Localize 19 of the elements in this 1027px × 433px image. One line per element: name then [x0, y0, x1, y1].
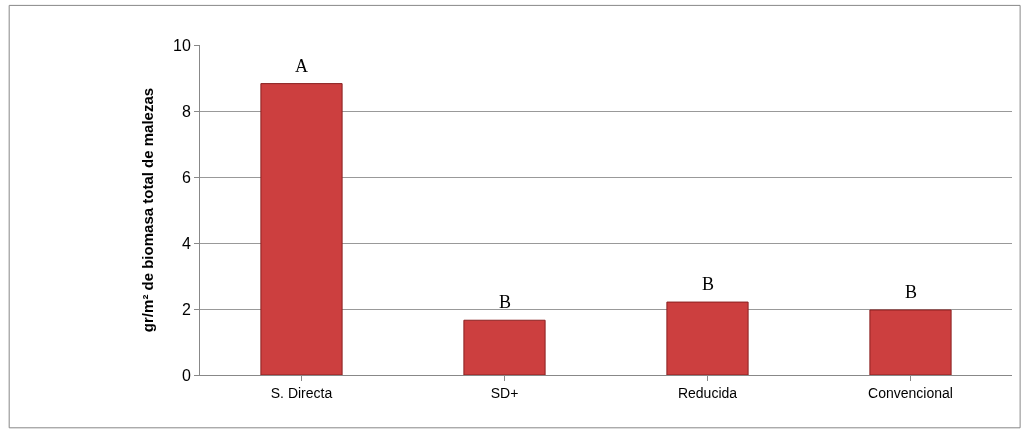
bar — [869, 309, 952, 375]
y-tick-label: 2 — [181, 300, 191, 318]
annotation: A — [295, 56, 308, 76]
annotation: B — [499, 292, 512, 312]
y-tick-label: 4 — [181, 234, 191, 252]
y-tick-label: 10 — [173, 36, 191, 54]
x-tick-label: Reducida — [677, 384, 738, 401]
x-tick-label: SD+ — [490, 384, 519, 401]
x-tick-label: Convencional — [868, 384, 953, 401]
y-tick-label: 6 — [181, 168, 191, 186]
x-tick-label: S. Directa — [270, 384, 333, 401]
bar — [666, 301, 749, 375]
y-tick-label: 0 — [181, 366, 191, 384]
annotation: B — [702, 274, 715, 294]
bar — [463, 319, 546, 375]
bar — [260, 83, 343, 375]
y-tick-label: 8 — [181, 102, 191, 120]
annotation: B — [905, 282, 918, 302]
y-axis-title: gr/m² de biomasa total de malezas — [139, 87, 157, 333]
